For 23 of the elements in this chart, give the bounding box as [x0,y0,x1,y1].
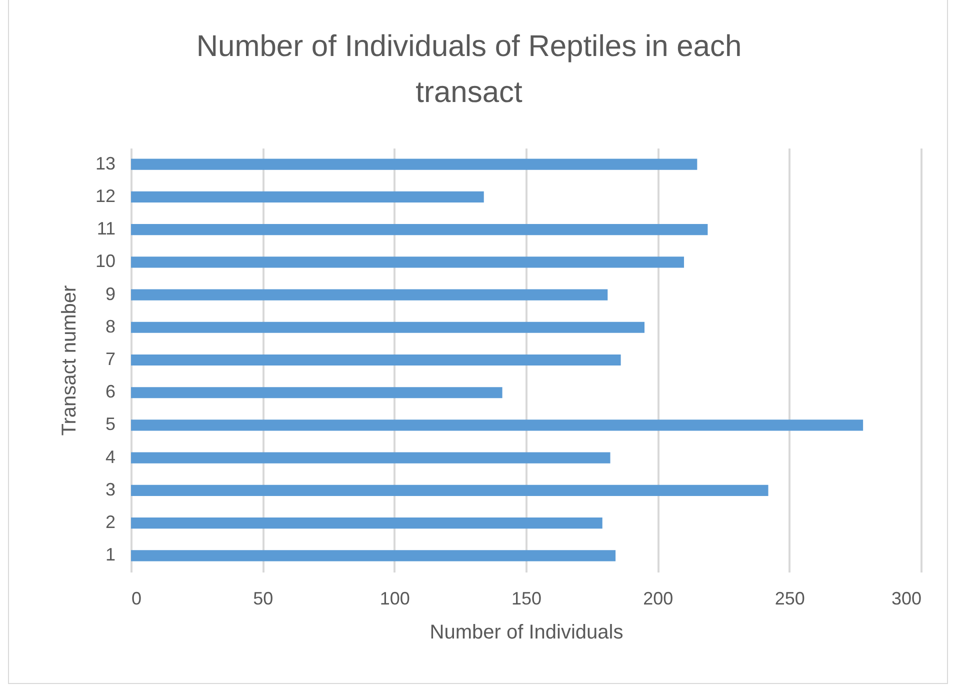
x-tick-label: 250 [774,588,805,608]
x-axis-title: Number of Individuals [430,622,624,644]
x-tick-label: 300 [891,588,922,608]
x-tick-label: 50 [253,588,274,608]
x-tick-label: 0 [132,588,142,608]
y-tick-label: 5 [105,414,116,434]
x-tick-label: 200 [643,588,674,608]
x-tick-label: 100 [380,588,410,608]
y-tick-label: 1 [105,544,116,565]
y-tick-label: 13 [95,153,116,174]
y-tick-label: 4 [105,446,116,467]
y-axis-title: Transact number [58,284,80,436]
x-tick-label: 150 [511,588,542,608]
y-tick-label: 3 [105,479,116,500]
y-tick-label: 9 [105,284,116,304]
y-tick-label: 8 [105,316,116,336]
chart-title: Number of Individuals of Reptiles in each transact [196,30,742,109]
y-tick-label: 11 [96,218,116,239]
y-tick-label: 6 [105,382,116,402]
y-tick-label: 7 [105,349,116,369]
y-tick-label: 2 [105,512,116,532]
y-tick-label: 10 [95,251,116,272]
y-tick-label: 12 [95,186,116,206]
